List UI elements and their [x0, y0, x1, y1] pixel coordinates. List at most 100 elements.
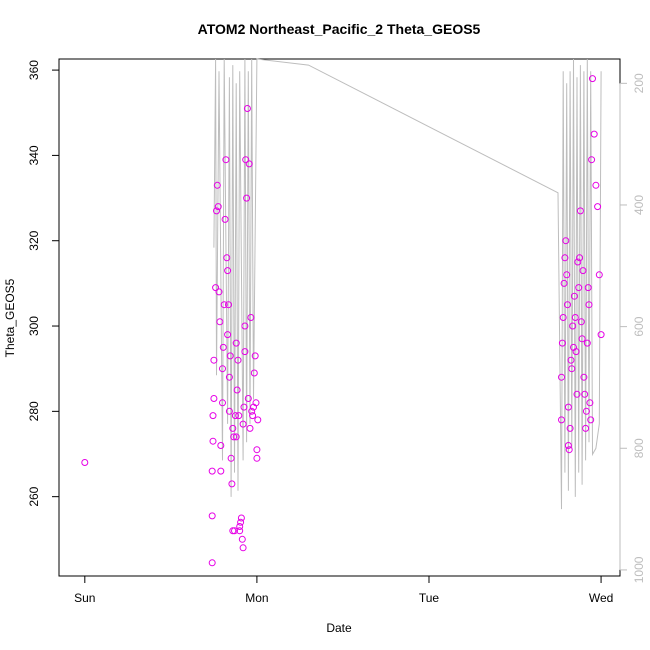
y2-tick-label: 800 [632, 438, 646, 458]
data-point [220, 301, 228, 309]
data-point [81, 459, 89, 466]
data-point [252, 399, 260, 407]
data-point [253, 454, 261, 462]
data-point [221, 215, 229, 223]
data-point [231, 527, 238, 535]
y-tick-label: 260 [27, 486, 41, 506]
data-point [563, 271, 571, 279]
x-tick-label: Tue [419, 591, 440, 605]
data-point [240, 403, 248, 411]
data-point [224, 331, 232, 339]
data-point [576, 207, 584, 215]
data-point [226, 352, 234, 360]
data-point [251, 352, 259, 360]
data-point [230, 433, 238, 441]
data-point [228, 480, 236, 488]
data-point [241, 348, 249, 356]
data-point [249, 412, 257, 420]
data-point [236, 523, 244, 530]
data-point [245, 160, 253, 168]
data-point [244, 395, 252, 402]
data-point [254, 416, 262, 424]
data-point [236, 527, 244, 535]
data-point [224, 267, 232, 275]
data-point [583, 339, 591, 347]
data-point [565, 446, 573, 454]
data-point [589, 75, 596, 83]
data-point [567, 356, 575, 364]
chart-title: ATOM2 Northeast_Pacific_2 Theta_GEOS5 [198, 21, 481, 37]
data-point [564, 403, 572, 411]
data-point [558, 416, 565, 424]
data-point [250, 369, 258, 377]
data-point [237, 518, 245, 526]
x-tick-label: Wed [589, 591, 613, 605]
data-point [223, 254, 231, 262]
data-point [217, 442, 225, 449]
data-point [232, 433, 240, 441]
data-point [575, 284, 583, 292]
data-point [227, 454, 235, 462]
data-point [594, 203, 602, 211]
y2-tick-label: 200 [632, 73, 646, 93]
data-point [237, 514, 245, 522]
data-point [558, 339, 566, 347]
data-point [243, 194, 251, 202]
data-point [219, 365, 226, 373]
data-point [585, 301, 593, 309]
data-point [210, 395, 218, 402]
data-point [560, 279, 568, 287]
data-point [219, 343, 227, 351]
data-point [253, 446, 261, 454]
data-point [582, 407, 590, 415]
data-point [225, 301, 232, 309]
data-point [235, 412, 243, 420]
data-point [577, 318, 585, 326]
data-point [210, 356, 218, 364]
data-point [238, 535, 246, 543]
data-point [214, 203, 222, 211]
data-point [248, 407, 256, 415]
data-point [217, 467, 225, 475]
x-tick-label: Mon [245, 591, 268, 605]
data-point [564, 301, 571, 309]
data-point [590, 130, 598, 138]
data-point [568, 365, 576, 373]
data-point [584, 284, 592, 292]
data-point [229, 424, 237, 432]
data-point [582, 424, 590, 432]
y-axis-label: Theta_GEOS5 [3, 278, 17, 357]
data-point [239, 420, 247, 428]
data-point [597, 331, 605, 339]
data-point [579, 267, 587, 275]
data-point [215, 288, 223, 296]
y-tick-label: 360 [27, 60, 41, 80]
data-point [246, 424, 254, 432]
y-tick-label: 280 [27, 401, 41, 421]
data-point [231, 412, 239, 420]
data-point [562, 237, 570, 245]
x-tick-label: Sun [74, 591, 95, 605]
data-point [558, 373, 565, 381]
data-point [592, 181, 600, 189]
data-point [209, 412, 217, 420]
data-point [573, 390, 581, 398]
pressure-line [213, 58, 602, 510]
y2-axis: 200 400 600 800 1000 [619, 73, 646, 583]
data-point [559, 314, 567, 321]
data-point [239, 544, 247, 552]
data-point [232, 339, 240, 347]
data-point [588, 156, 596, 164]
y2-tick-label: 400 [632, 195, 646, 215]
pressure-line-layer [213, 58, 602, 510]
theta-points-layer [81, 75, 605, 567]
data-point [243, 105, 251, 112]
data-point [566, 424, 574, 432]
data-point [561, 254, 569, 262]
data-point [569, 322, 577, 330]
data-point [208, 559, 216, 567]
data-point [576, 254, 584, 262]
y-tick-label: 320 [27, 230, 41, 250]
x-axis: Sun Mon Tue Wed [74, 575, 613, 605]
